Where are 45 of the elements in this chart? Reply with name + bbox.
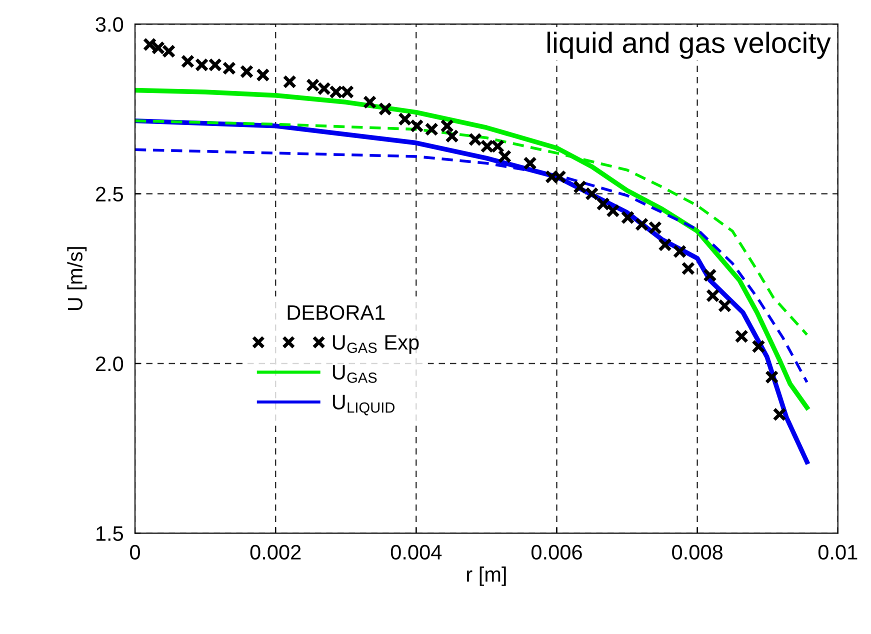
x-tick-label: 0.004 (390, 544, 442, 560)
point (620, 210, 635, 224)
point (523, 156, 537, 170)
y-tick-label: 2.0 (96, 356, 124, 372)
point (468, 132, 482, 146)
x-axis-title: r [m] (467, 566, 506, 586)
point (703, 268, 717, 282)
point (410, 119, 424, 133)
x-tick-label: 0.01 (818, 544, 858, 560)
legend-label: U$_{GAS}$ (332, 365, 377, 383)
point (752, 340, 766, 354)
point (764, 370, 779, 384)
point (498, 150, 512, 164)
point (424, 122, 439, 136)
point (440, 119, 454, 133)
y-tick-label: 1.5 (96, 526, 124, 541)
y-tick-label: 2.5 (96, 186, 124, 202)
point (256, 68, 270, 82)
point (606, 204, 620, 218)
point (596, 197, 610, 211)
legend-title: DEBORA1 (288, 305, 385, 320)
x-tick-label: 0.002 (250, 544, 301, 560)
y-tick-label: 3.0 (96, 17, 124, 32)
point (573, 180, 587, 194)
point (734, 329, 748, 344)
y-axis-title: U [m/s] (67, 247, 87, 310)
x-tick-label: 0.008 (672, 544, 722, 560)
legend-label: U$_{LIQUID}$ (332, 394, 394, 416)
point (706, 288, 720, 302)
x-tick-label: 0 (130, 544, 140, 560)
point (585, 186, 599, 201)
point (672, 244, 687, 258)
point (398, 112, 412, 126)
point (240, 64, 254, 78)
point (718, 298, 732, 313)
point (378, 102, 392, 116)
point (362, 95, 377, 110)
point (681, 262, 696, 276)
x-tick-label: 0.006 (531, 544, 582, 560)
chart-title: liquid and gas velocity (547, 32, 831, 59)
point (658, 238, 672, 252)
legend-label: U$_{GAS}$ Exp (332, 335, 419, 354)
point (772, 408, 786, 422)
point (282, 74, 297, 89)
point (445, 129, 459, 143)
